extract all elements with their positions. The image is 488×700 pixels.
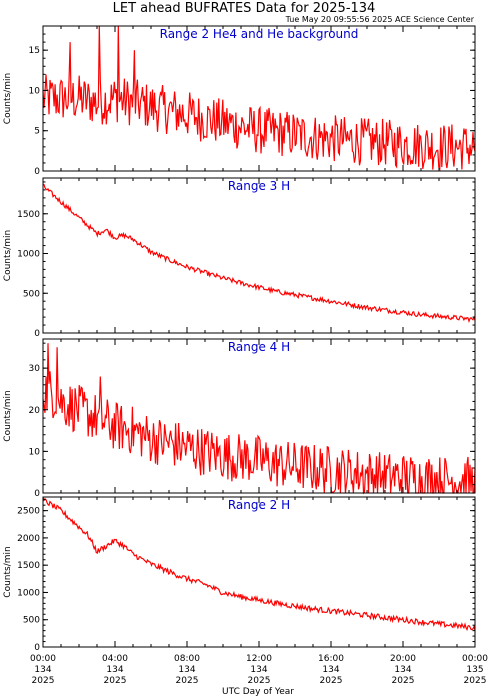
- x-tick-label: 134: [106, 665, 123, 675]
- x-tick-label: 134: [394, 665, 411, 675]
- x-tick-label: 2025: [104, 676, 127, 686]
- y-axis-label: Counts/min: [3, 390, 13, 441]
- x-tick-label: 12:00: [246, 654, 272, 664]
- panels: 0 5 10 15 Range 2 He4 and He background Count…: [3, 25, 488, 686]
- x-tick-label: 134: [34, 665, 51, 675]
- x-tick-label: 00:00: [30, 654, 56, 664]
- panel-2: 0 500 1000 1500 Range 3 H Counts/min: [3, 177, 476, 339]
- plot-frame: [42, 177, 476, 334]
- y-tick-label: 15: [29, 46, 40, 56]
- chart-title: LET ahead BUFRATES Data for 2025-134: [113, 1, 376, 16]
- y-tick-label: 1000: [17, 250, 40, 260]
- y-tick-label: 2500: [17, 507, 40, 517]
- timestamp: Tue May 20 09:55:56 2025 ACE Science Cen…: [285, 15, 475, 24]
- panel-4: 0 500 1000 1500 2000 2500 Range 2 H Counts/min: [3, 496, 476, 653]
- plot-frame: [42, 496, 476, 648]
- y-tick-label: 0: [34, 489, 40, 499]
- y-tick-label: 1500: [17, 210, 40, 220]
- y-tick-label: 20: [29, 406, 41, 416]
- y-tick-label: 500: [23, 616, 40, 626]
- x-tick-label: 16:00: [318, 654, 344, 664]
- y-tick-label: 5: [34, 127, 40, 137]
- panel-title: Range 3 H: [228, 179, 290, 193]
- x-axis-label: UTC Day of Year: [222, 687, 294, 697]
- y-tick-label: 0: [34, 167, 40, 177]
- x-tick-label: 20:00: [390, 654, 416, 664]
- x-tick-label: 2025: [32, 676, 55, 686]
- x-tick-label: 135: [466, 665, 483, 675]
- series-line: [42, 497, 476, 632]
- x-tick-label: 2025: [320, 676, 343, 686]
- panel-title: Range 2 He4 and He background: [160, 27, 359, 41]
- panel-3: 0 10 20 30 Range 4 H Counts/min: [3, 338, 476, 499]
- x-tick-label: 2025: [464, 676, 487, 686]
- panel-1: 0 5 10 15 Range 2 He4 and He background Count…: [3, 25, 476, 177]
- y-tick-label: 10: [29, 447, 41, 457]
- x-tick-label: 134: [250, 665, 267, 675]
- y-tick-label: 10: [29, 86, 41, 96]
- x-tick-label: 2025: [248, 676, 271, 686]
- series-line: [42, 343, 476, 495]
- x-tick-label: 134: [178, 665, 195, 675]
- y-tick-label: 2000: [17, 534, 40, 544]
- y-axis-label: Counts/min: [3, 73, 13, 124]
- y-axis-label: Counts/min: [3, 230, 13, 281]
- series-line: [42, 183, 476, 324]
- x-tick-label: 08:00: [174, 654, 200, 664]
- x-tick-label: 2025: [176, 676, 199, 686]
- y-tick-label: 0: [34, 329, 40, 339]
- panel-title: Range 4 H: [228, 340, 290, 354]
- plot-frame: [42, 25, 476, 172]
- x-tick-label: 134: [322, 665, 339, 675]
- y-tick-label: 500: [23, 289, 40, 299]
- series-line: [42, 25, 476, 171]
- y-tick-label: 30: [29, 364, 41, 374]
- panel-title: Range 2 H: [228, 498, 290, 512]
- y-tick-label: 0: [34, 643, 40, 653]
- y-tick-label: 1000: [17, 588, 40, 598]
- y-axis-label: Counts/min: [3, 546, 13, 597]
- x-tick-label: 00:00: [462, 654, 488, 664]
- x-tick-label: 04:00: [102, 654, 128, 664]
- y-tick-label: 1500: [17, 561, 40, 571]
- x-tick-label: 2025: [392, 676, 415, 686]
